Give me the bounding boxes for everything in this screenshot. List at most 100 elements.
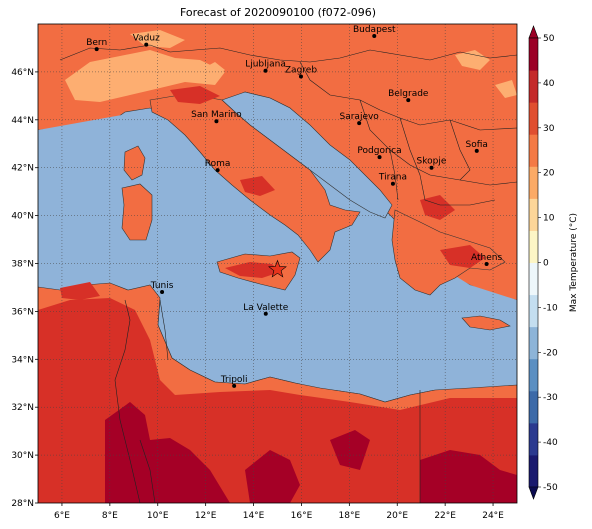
city-dot [357,121,362,126]
colorbar-label: Max Temperature (°C) [569,213,579,312]
city-dot [298,74,303,79]
africa-40-50-zone-east3 [420,450,517,503]
colorbar-segment [529,262,538,296]
colorbar-segment [529,134,538,167]
city-dot [406,98,411,103]
ionian-sea [300,215,517,390]
city-label: Sofia [466,140,488,150]
apennine-cool [200,62,225,78]
city-label: Budapest [353,25,396,35]
balkan-cool [455,50,490,70]
africa-40-50-zone-east [245,450,300,503]
city-dot [263,68,268,73]
map-axes: 6°E 8°E 10°E 12°E 14°E 16°E 18°E 20°E 22°E 24°E 28… [11,68,504,521]
city-dot [215,168,220,173]
colorbar-segment [529,358,538,392]
colorbar-segment [529,454,538,488]
country-borders [59,44,517,503]
colorbar-segment [529,326,538,360]
sicily-hot [225,262,280,278]
city-label: Tirana [378,173,407,183]
colorbar-tick-label: -30 [543,393,558,403]
colorbar-tick-label: 50 [543,34,555,44]
hot-spots-tunisia [60,282,100,300]
city-label: Roma [205,159,231,169]
city-dot [474,148,479,153]
balkan-cool-2 [495,80,517,98]
colorbar: -50 -40 -30 -20 -10 0 10 20 30 40 50 Max Temperatur… [528,25,579,500]
map-title: Forecast of 2020090100 (f072-096) [179,6,377,19]
y-tick-label: 40°N [11,212,34,222]
city-label: Sarajevo [340,112,380,122]
colorbar-tick-label: -50 [543,483,558,493]
hot-plain-po [170,86,220,104]
colorbar-segment [529,390,538,424]
city-label: Skopje [417,157,447,167]
city-dot [232,383,237,388]
y-tick-label: 36°N [11,307,34,317]
city-dot [372,33,377,38]
city-label: Zagreb [285,65,317,75]
colorbar-segment [529,38,538,71]
city-dot [144,42,149,47]
colorbar-tick-label: 40 [543,79,555,89]
city-label: Podgorica [357,146,401,156]
y-tick-label: 32°N [11,403,34,413]
africa-40-50-zone-east2 [330,430,370,470]
x-tick-label: 14°E [243,511,265,521]
city-dot [377,155,382,160]
colorbar-segment [529,166,538,199]
city-label: San Marino [191,110,242,120]
colorbar-tick-label: -10 [543,303,558,313]
city-label: Ljubljana [245,60,286,70]
city-label: Tunis [150,281,174,291]
colorbar-arrow-top [528,25,539,39]
x-tick-label: 22°E [434,511,456,521]
colorbar-tick-label: -20 [543,348,558,358]
x-tick-label: 24°E [482,511,504,521]
city-label: Athens [471,253,502,263]
colorbar-segment [529,70,538,103]
city-label: Bern [86,38,107,48]
y-tick-label: 30°N [11,451,34,461]
sardinia [121,183,153,241]
city-dot [263,311,268,316]
colorbar-segment [529,230,538,263]
x-tick-label: 8°E [102,511,118,521]
colorbar-arrow-bottom [528,486,539,500]
y-tick-label: 28°N [11,499,34,509]
x-tick-label: 6°E [54,511,70,521]
city-label: Vaduz [133,34,160,44]
city-dot [429,165,434,170]
colorbar-tick-label: 20 [543,169,555,179]
star-icon [268,259,287,278]
corsica [123,145,146,181]
x-tick-label: 20°E [386,511,408,521]
tyrrhenian-sea [38,110,300,292]
hot-spots-italy [240,176,275,196]
hot-spots-greece [440,245,485,268]
x-tick-label: 16°E [291,511,313,521]
colorbar-segment [529,102,538,135]
city-label: Tripoli [220,375,248,385]
city-dot [160,290,165,295]
x-tick-label: 18°E [339,511,361,521]
crete [461,315,511,331]
y-tick-label: 34°N [11,355,34,365]
colorbar-tick-label: 30 [543,124,555,134]
city-dot [94,47,99,52]
colorbar-tick-label: -40 [543,438,558,448]
city-dot [214,119,219,124]
colorbar-segment [529,198,538,231]
y-tick-label: 44°N [11,116,34,126]
location-star-marker [268,259,287,278]
city-label: Belgrade [388,89,429,99]
x-tick-label: 12°E [195,511,217,521]
colorbar-segment [529,422,538,456]
y-tick-label: 46°N [11,68,34,78]
alps-cool-zone [65,50,225,102]
x-tick-label: 10°E [147,511,169,521]
